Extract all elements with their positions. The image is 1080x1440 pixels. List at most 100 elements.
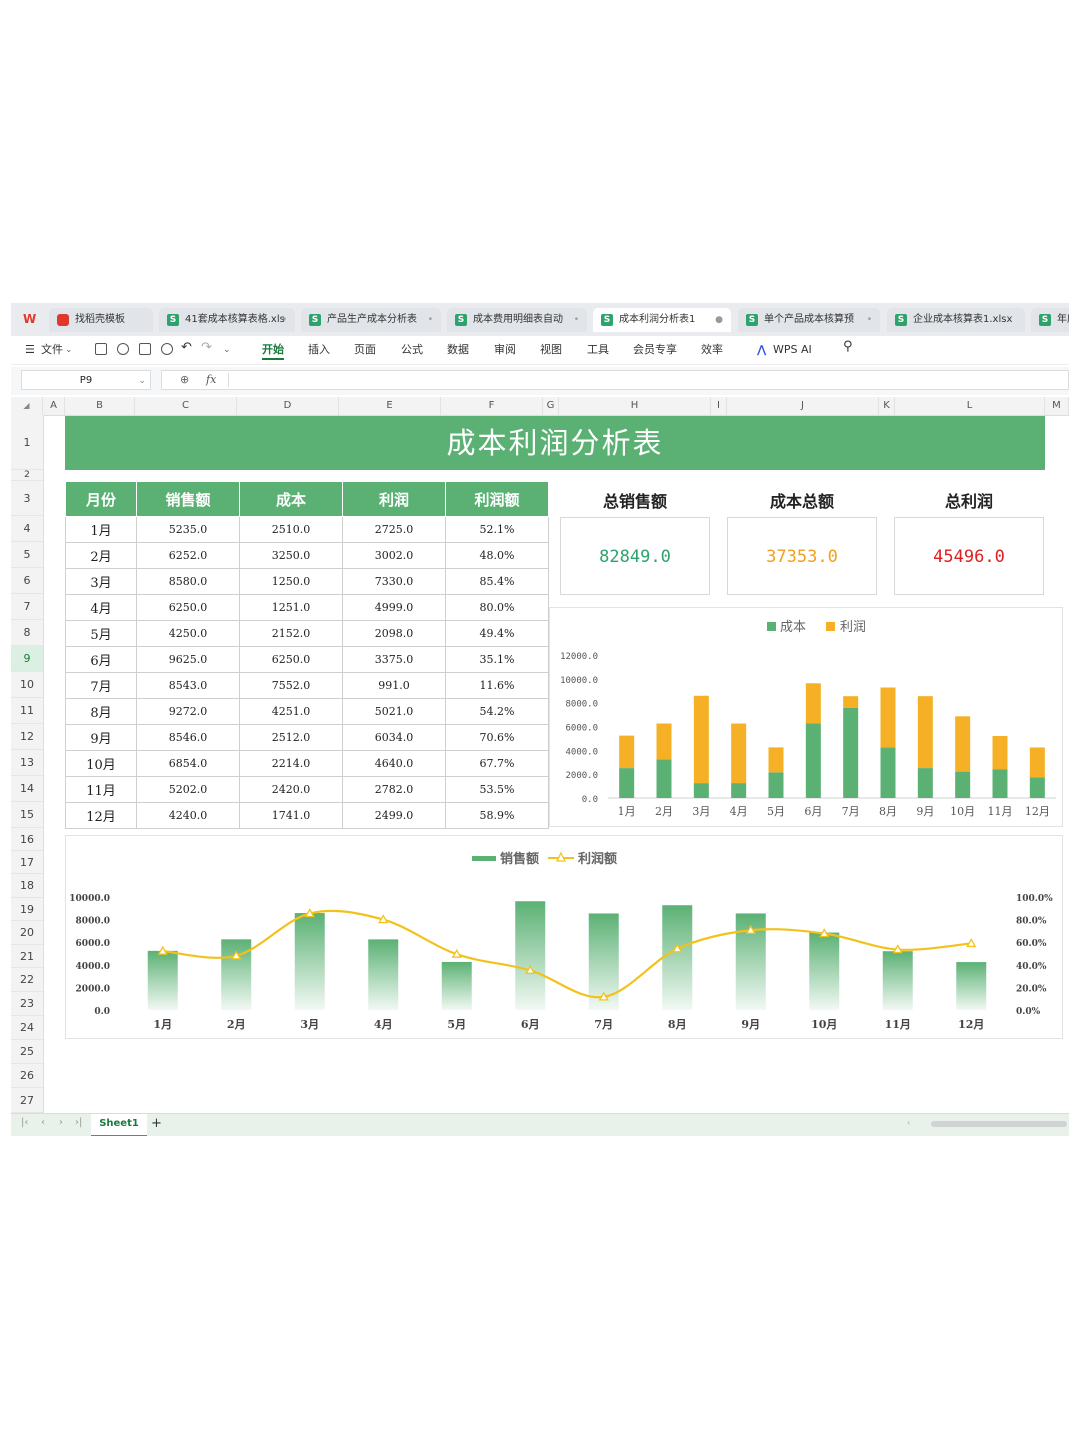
table-cell[interactable]: 1月 — [65, 516, 137, 543]
close-tab-icon[interactable]: ● — [715, 315, 723, 325]
table-cell[interactable]: 2512.0 — [239, 724, 343, 751]
column-header[interactable]: A — [43, 397, 65, 415]
document-tab[interactable]: S 成本利润分析表1 ● — [593, 308, 731, 332]
table-cell[interactable]: 5021.0 — [342, 698, 446, 725]
tab-dot-icon[interactable]: • — [573, 315, 579, 325]
cost-bar[interactable] — [1029, 777, 1045, 798]
column-header-cell[interactable]: 利润 — [342, 481, 446, 517]
kpi-total-profit-value[interactable]: 45496.0 — [894, 517, 1044, 595]
table-cell[interactable]: 6854.0 — [136, 750, 240, 777]
column-header[interactable]: I — [711, 397, 727, 415]
row-header[interactable]: 2 — [11, 470, 43, 481]
document-tab[interactable]: S 成本费用明细表自动 • — [447, 308, 587, 332]
table-cell[interactable]: 9625.0 — [136, 646, 240, 673]
table-cell[interactable]: 85.4% — [445, 568, 549, 595]
row-header[interactable]: 7 — [11, 594, 43, 620]
column-header[interactable]: F — [441, 397, 543, 415]
share-icon[interactable] — [117, 343, 129, 355]
table-cell[interactable]: 54.2% — [445, 698, 549, 725]
chevron-down-icon[interactable]: ⌄ — [65, 345, 73, 355]
table-cell[interactable]: 9月 — [65, 724, 137, 751]
cost-profit-stacked-chart[interactable]: 成本 利润 0.0 2000.0 4000.0 6000.0 8000.0 10000.0 12… — [549, 607, 1063, 827]
sales-bar[interactable] — [221, 939, 252, 1010]
column-header[interactable]: D — [237, 397, 339, 415]
table-cell[interactable]: 5202.0 — [136, 776, 240, 803]
cost-bar[interactable] — [693, 783, 709, 798]
profit-bar[interactable] — [917, 696, 933, 769]
tab-dot-icon[interactable]: • — [866, 315, 872, 325]
profit-rate-point[interactable] — [672, 943, 683, 953]
sales-bar[interactable] — [294, 913, 325, 1010]
table-cell[interactable]: 3250.0 — [239, 542, 343, 569]
cost-bar[interactable] — [805, 723, 821, 798]
table-cell[interactable]: 7330.0 — [342, 568, 446, 595]
table-cell[interactable]: 49.4% — [445, 620, 549, 647]
column-header[interactable]: M — [1045, 397, 1069, 415]
tab-dot-icon[interactable]: • — [427, 315, 433, 325]
table-cell[interactable]: 52.1% — [445, 516, 549, 543]
scroll-left-icon[interactable]: ‹ — [907, 1118, 911, 1127]
wps-logo-icon[interactable]: W — [23, 312, 37, 326]
quick-access-chevron-icon[interactable]: ⌄ — [223, 345, 231, 355]
table-cell[interactable]: 6252.0 — [136, 542, 240, 569]
table-cell[interactable]: 3002.0 — [342, 542, 446, 569]
column-header[interactable]: L — [895, 397, 1045, 415]
profit-rate-line[interactable] — [162, 909, 972, 999]
next-sheet-icon[interactable]: › — [59, 1117, 63, 1128]
sales-bar[interactable] — [882, 951, 913, 1010]
profit-rate-point[interactable] — [966, 938, 977, 948]
table-cell[interactable]: 3375.0 — [342, 646, 446, 673]
row-header[interactable]: 20 — [11, 921, 43, 945]
row-header[interactable]: 8 — [11, 620, 43, 646]
table-cell[interactable]: 1741.0 — [239, 802, 343, 829]
profit-rate-point[interactable] — [231, 950, 242, 960]
row-header[interactable]: 23 — [11, 992, 43, 1016]
table-cell[interactable]: 67.7% — [445, 750, 549, 777]
table-cell[interactable]: 70.6% — [445, 724, 549, 751]
zoom-icon[interactable]: ⊕ — [180, 373, 190, 386]
document-tab[interactable]: S 年度 — [1031, 308, 1069, 332]
table-cell[interactable]: 8月 — [65, 698, 137, 725]
prev-sheet-icon[interactable]: ‹ — [41, 1117, 45, 1128]
sales-bar[interactable] — [368, 939, 399, 1010]
column-header[interactable]: H — [559, 397, 711, 415]
column-header-cell[interactable]: 利润额 — [445, 481, 549, 517]
row-header[interactable]: 1 — [11, 415, 43, 470]
document-tab[interactable]: S 41套成本核算表格.xls • — [159, 308, 295, 332]
sheet-tab-sheet1[interactable]: Sheet1 — [91, 1114, 147, 1136]
table-cell[interactable]: 11.6% — [445, 672, 549, 699]
column-header-cell[interactable]: 销售额 — [136, 481, 240, 517]
column-header[interactable]: G — [543, 397, 559, 415]
row-header[interactable]: 27 — [11, 1088, 43, 1113]
table-cell[interactable]: 4251.0 — [239, 698, 343, 725]
row-header[interactable]: 19 — [11, 898, 43, 921]
cost-bar[interactable] — [843, 708, 859, 798]
column-header-cell[interactable]: 月份 — [65, 481, 137, 517]
table-cell[interactable]: 4640.0 — [342, 750, 446, 777]
profit-bar[interactable] — [880, 687, 896, 748]
ribbon-tab[interactable]: 工具 — [587, 343, 609, 356]
profit-bar[interactable] — [619, 735, 635, 769]
table-cell[interactable]: 1251.0 — [239, 594, 343, 621]
document-tab[interactable]: S 产品生产成本分析表 • — [301, 308, 441, 332]
column-header[interactable]: E — [339, 397, 441, 415]
row-header[interactable]: 5 — [11, 542, 43, 568]
ribbon-tab[interactable]: 会员专享 — [633, 343, 677, 356]
table-cell[interactable]: 2499.0 — [342, 802, 446, 829]
table-cell[interactable]: 2214.0 — [239, 750, 343, 777]
table-cell[interactable]: 11月 — [65, 776, 137, 803]
profit-rate-point[interactable] — [157, 945, 168, 955]
cost-bar[interactable] — [656, 759, 672, 798]
table-cell[interactable]: 8580.0 — [136, 568, 240, 595]
row-header[interactable]: 25 — [11, 1040, 43, 1064]
column-header[interactable]: J — [727, 397, 879, 415]
table-cell[interactable]: 4250.0 — [136, 620, 240, 647]
save-icon[interactable] — [95, 343, 107, 355]
table-cell[interactable]: 35.1% — [445, 646, 549, 673]
profit-bar[interactable] — [992, 736, 1008, 770]
formula-input[interactable]: ⊕ fx — [161, 370, 1069, 390]
row-header[interactable]: 22 — [11, 968, 43, 992]
ribbon-tab[interactable]: 视图 — [540, 343, 562, 356]
ribbon-tab[interactable]: 效率 — [701, 343, 723, 356]
table-cell[interactable]: 991.0 — [342, 672, 446, 699]
